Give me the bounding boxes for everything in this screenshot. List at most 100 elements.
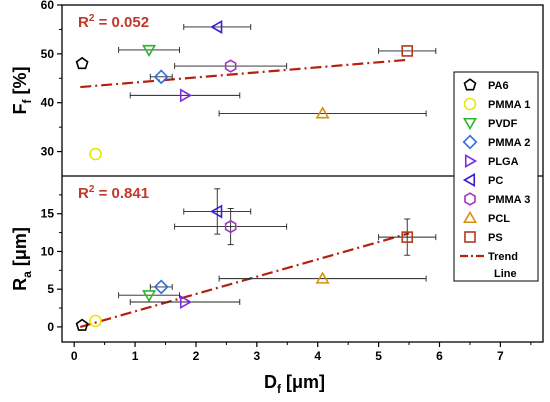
- top-panel-trend-line: [80, 58, 410, 89]
- legend-item-pcl-label: PCL: [488, 213, 510, 225]
- bottom-panel-point-pc: [183, 188, 252, 235]
- bottom-panel-point-pc-marker: [210, 204, 223, 219]
- xtick-label-4: 4: [314, 349, 321, 363]
- bottom-panel-point-pmma-1-marker: [89, 314, 102, 328]
- x-axis-title-unit: [μm]: [281, 372, 325, 392]
- bottom-panel-point-pvdf-marker: [142, 290, 157, 303]
- top-panel-point-pa6: [75, 56, 89, 70]
- xtick-label-6: 6: [436, 349, 443, 363]
- top-panel-ytick-label-50: 50: [41, 47, 55, 61]
- bottom-panel-point-pmma-1: [89, 314, 102, 328]
- bottom-panel-r-squared-sup: 2: [89, 184, 95, 195]
- xtick-label-0: 0: [71, 349, 78, 363]
- legend-item-pmma-1-marker: [463, 97, 477, 111]
- legend-item-plga-marker: [464, 153, 478, 169]
- legend-item-pvdf-marker: [462, 117, 478, 131]
- plot-frame: [61, 4, 544, 343]
- top-panel-point-ps-marker: [401, 45, 414, 57]
- legend-item-pmma-2-marker: [462, 134, 478, 150]
- top-panel-point-pvdf: [118, 44, 180, 58]
- legend-item-pmma-3-marker: [464, 192, 476, 206]
- bottom-panel-point-plga: [129, 294, 241, 310]
- top-panel-ylabel-unit: [%]: [10, 67, 30, 100]
- legend-item-ps-marker: [464, 231, 476, 243]
- xtick-label-3: 3: [253, 349, 260, 363]
- top-panel-point-pmma-3: [174, 59, 288, 73]
- bottom-panel-point-pmma-2-marker: [153, 279, 169, 295]
- bottom-panel-r-squared-prefix: R: [78, 185, 89, 202]
- top-panel: 30 40 50 60 Ff [%] R2 = 0.052: [10, 0, 437, 161]
- legend-item-pc-label: PC: [488, 175, 503, 187]
- bottom-panel-ytick-label-15: 15: [41, 207, 55, 221]
- top-panel-ytick-label-30: 30: [41, 145, 55, 159]
- top-panel-r-squared: R2 = 0.052: [78, 13, 149, 31]
- bottom-panel-ytick-label-0: 0: [47, 320, 54, 334]
- top-panel-point-pc: [183, 19, 252, 34]
- legend-item-pa6-label: PA6: [488, 80, 509, 92]
- x-axis-title-main: D: [264, 372, 277, 392]
- top-panel-ylabel-sub: f: [20, 99, 34, 104]
- top-panel-point-pvdf-marker: [142, 44, 157, 58]
- xtick-label-2: 2: [193, 349, 200, 363]
- x-axis-title: Df [μm]: [264, 372, 325, 396]
- bottom-panel-point-pmma-3: [174, 207, 288, 246]
- legend-item-pcl-marker: [462, 210, 478, 224]
- legend-item-plga-label: PLGA: [488, 156, 519, 168]
- top-panel-point-pa6-marker: [75, 56, 89, 70]
- top-panel-ytick-label-60: 60: [41, 0, 55, 12]
- top-panel-ylabel: Ff [%]: [10, 67, 34, 115]
- bottom-panel-point-pmma-2: [149, 279, 173, 295]
- legend: PA6 PMMA 1 PVDF PMMA 2 PLGA PC PMMA 3 PCL PS Tren…: [453, 71, 539, 282]
- top-panel-r-squared-sup: 2: [89, 13, 95, 24]
- legend-trend-label-1: Trend: [488, 251, 518, 263]
- bottom-panel-r-squared: R2 = 0.841: [78, 184, 149, 202]
- top-panel-point-pmma-1-marker: [89, 147, 102, 161]
- legend-item-ps-label: PS: [488, 232, 503, 244]
- bottom-panel-point-pa6: [75, 318, 89, 331]
- legend-item-pcl: PCL: [462, 210, 510, 225]
- bottom-panel-r-squared-value: = 0.841: [94, 185, 149, 202]
- top-panel-point-ps: [378, 45, 437, 57]
- xtick-label-7: 7: [497, 349, 504, 363]
- legend-item-pmma-1-label: PMMA 1: [488, 99, 530, 111]
- bottom-panel-ylabel-main: R: [10, 278, 30, 291]
- bottom-panel-ylabel-sub: a: [20, 271, 34, 278]
- top-panel-point-pmma-2-marker: [153, 69, 169, 85]
- legend-item-pmma-3: PMMA 3: [464, 192, 530, 206]
- legend-item-pc: PC: [462, 172, 503, 188]
- top-panel-point-pmma-3-marker: [224, 59, 237, 73]
- top-panel-point-pcl: [218, 106, 427, 119]
- bottom-panel-point-pa6-marker: [75, 318, 89, 331]
- bottom-panel-ytick-label-5: 5: [47, 282, 54, 296]
- bottom-panel-point-pvdf: [118, 290, 180, 303]
- bottom-panel-ytick-label-10: 10: [41, 244, 55, 258]
- top-panel-ylabel-main: F: [10, 104, 30, 115]
- legend-item-pvdf-label: PVDF: [488, 118, 518, 130]
- legend-item-pmma-2: PMMA 2: [462, 134, 530, 150]
- legend-item-pa6-marker: [463, 78, 477, 91]
- bottom-panel-ylabel-unit: [μm]: [10, 227, 30, 271]
- legend-item-pvdf: PVDF: [462, 117, 518, 131]
- bottom-panel-point-pcl-marker: [315, 271, 330, 284]
- legend-box: [453, 71, 539, 282]
- top-panel-point-pmma-2: [149, 69, 173, 85]
- bottom-panel-point-ps-marker: [401, 231, 414, 243]
- top-panel-ytick-label-40: 40: [41, 96, 55, 110]
- top-panel-point-pmma-1: [89, 147, 102, 161]
- bottom-panel-point-ps: [378, 218, 437, 256]
- top-panel-point-plga: [129, 88, 241, 103]
- legend-item-plga: PLGA: [464, 153, 519, 169]
- legend-item-pc-marker: [462, 172, 476, 188]
- legend-item-pmma-1: PMMA 1: [463, 97, 530, 111]
- x-axis-title-sub: f: [277, 382, 282, 396]
- legend-item-pa6: PA6: [463, 78, 509, 92]
- xtick-label-1: 1: [132, 349, 139, 363]
- top-panel-point-pc-marker: [210, 19, 223, 34]
- legend-item-pmma-3-label: PMMA 3: [488, 194, 530, 206]
- xtick-label-5: 5: [375, 349, 382, 363]
- top-panel-point-plga-marker: [179, 88, 193, 103]
- legend-trend-label-2: Line: [494, 268, 517, 280]
- bottom-panel-point-pcl: [218, 271, 427, 284]
